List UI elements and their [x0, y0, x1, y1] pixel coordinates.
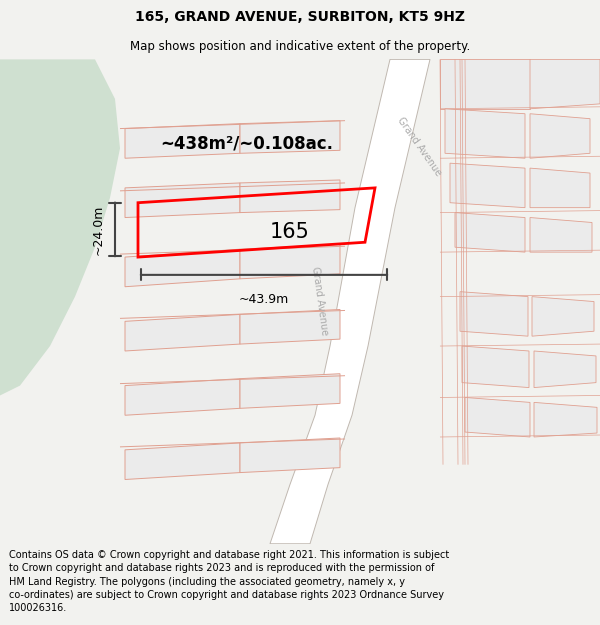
- Polygon shape: [240, 438, 340, 472]
- Polygon shape: [460, 292, 528, 336]
- Polygon shape: [240, 180, 340, 213]
- Polygon shape: [530, 168, 590, 208]
- Polygon shape: [240, 309, 340, 344]
- Polygon shape: [534, 402, 597, 437]
- Polygon shape: [440, 59, 530, 109]
- Polygon shape: [125, 124, 240, 158]
- Polygon shape: [240, 121, 340, 153]
- Polygon shape: [530, 114, 590, 158]
- Polygon shape: [125, 379, 240, 415]
- Text: ~24.0m: ~24.0m: [92, 204, 105, 254]
- Polygon shape: [532, 297, 594, 336]
- Polygon shape: [445, 109, 525, 158]
- Text: ~43.9m: ~43.9m: [239, 292, 289, 306]
- Polygon shape: [465, 398, 530, 437]
- Polygon shape: [450, 163, 525, 208]
- Polygon shape: [462, 346, 529, 388]
- Polygon shape: [0, 59, 120, 396]
- Polygon shape: [240, 374, 340, 408]
- Polygon shape: [125, 443, 240, 479]
- Polygon shape: [530, 217, 592, 252]
- Text: Grand Avenue: Grand Avenue: [310, 266, 329, 336]
- Polygon shape: [125, 314, 240, 351]
- Polygon shape: [125, 183, 240, 218]
- Text: ~438m²/~0.108ac.: ~438m²/~0.108ac.: [160, 134, 333, 152]
- Text: Grand Avenue: Grand Avenue: [395, 116, 443, 178]
- Text: 165: 165: [270, 222, 310, 243]
- Polygon shape: [240, 244, 340, 279]
- Polygon shape: [534, 351, 596, 388]
- Polygon shape: [530, 59, 600, 109]
- Text: Contains OS data © Crown copyright and database right 2021. This information is : Contains OS data © Crown copyright and d…: [9, 550, 449, 613]
- Polygon shape: [270, 59, 430, 544]
- Text: Map shows position and indicative extent of the property.: Map shows position and indicative extent…: [130, 40, 470, 52]
- Polygon shape: [125, 249, 240, 287]
- Polygon shape: [455, 213, 525, 252]
- Text: 165, GRAND AVENUE, SURBITON, KT5 9HZ: 165, GRAND AVENUE, SURBITON, KT5 9HZ: [135, 9, 465, 24]
